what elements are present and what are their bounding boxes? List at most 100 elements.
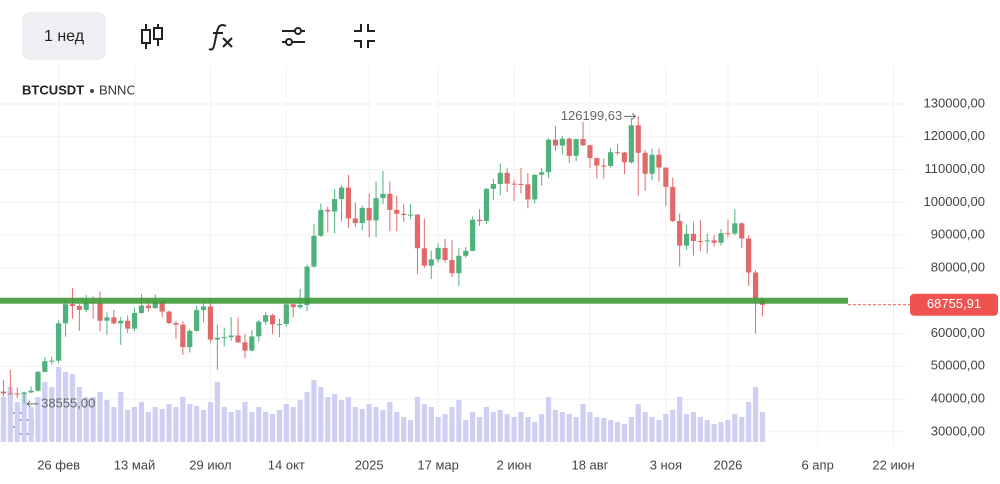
volume-bar <box>573 417 579 442</box>
volume-bar <box>490 412 496 442</box>
volume-bar <box>525 417 531 442</box>
low-annotation: 38555,00 <box>41 395 95 410</box>
candle-body <box>490 183 496 189</box>
candle-body <box>242 342 248 351</box>
x-tick-label: 14 окт <box>268 457 305 472</box>
volume-bar <box>14 402 20 442</box>
volume-bar <box>587 412 593 442</box>
candle-body <box>642 152 648 174</box>
candle-body <box>180 324 186 348</box>
candle-body <box>42 361 48 372</box>
candle-body <box>387 193 393 210</box>
candle-body <box>683 233 690 246</box>
candle-body <box>297 304 303 308</box>
volume-bar <box>463 420 469 442</box>
candle-body <box>263 315 269 322</box>
volume-bar <box>235 410 241 442</box>
volume-bar <box>504 414 510 442</box>
x-tick-label: 2 июн <box>497 457 532 472</box>
candle-body <box>14 393 20 395</box>
y-tick-label: 60000,00 <box>931 325 985 340</box>
candle-body <box>718 233 724 243</box>
candles-icon[interactable] <box>141 24 163 49</box>
volume-bar <box>166 404 172 442</box>
candle-body <box>732 223 738 234</box>
volume-bar <box>677 397 683 442</box>
candle-body <box>442 247 448 261</box>
indicators-icon[interactable] <box>208 23 233 51</box>
y-tick-label: 100000,00 <box>924 194 985 209</box>
candle-body <box>256 321 262 337</box>
candle-body <box>456 255 462 274</box>
volume-bar <box>0 397 7 442</box>
candle-body <box>138 305 145 313</box>
candle-body <box>21 392 27 394</box>
candle-body <box>504 172 510 184</box>
separator-dot <box>90 89 94 93</box>
volume-bar <box>21 394 27 442</box>
volume-bar <box>194 406 200 442</box>
exchange: BNNC <box>99 82 136 97</box>
volume-bar <box>746 402 752 442</box>
candle-body <box>28 390 34 393</box>
candle-body <box>56 323 62 361</box>
candle-body <box>131 312 138 329</box>
settings-icon[interactable] <box>282 27 305 46</box>
volume-bar <box>449 407 455 442</box>
candle-body <box>325 209 331 212</box>
interval-label[interactable]: 1 нед <box>44 28 85 45</box>
volume-bar <box>35 397 41 442</box>
volume-bar <box>566 414 572 442</box>
y-tick-label: 80000,00 <box>931 259 985 274</box>
x-tick-label: 29 июл <box>189 457 231 472</box>
volume-bar <box>428 407 434 442</box>
candle-body <box>318 209 324 236</box>
volume-bar <box>125 410 131 442</box>
candle-body <box>332 199 338 212</box>
volume-bar <box>325 397 331 442</box>
candle-body <box>539 172 545 175</box>
volume-bar <box>407 420 414 442</box>
candle-body <box>125 320 131 329</box>
volume-bar <box>642 412 648 442</box>
volume-bar <box>690 412 697 442</box>
volume-bar <box>62 372 69 442</box>
candle-body <box>104 317 110 321</box>
candle-body <box>173 323 179 325</box>
volume-bar <box>318 387 324 442</box>
y-tick-label: 120000,00 <box>924 128 985 143</box>
candle-body <box>690 233 697 242</box>
candle-body <box>166 311 172 324</box>
volume-bar <box>601 418 607 442</box>
candle-body <box>83 301 89 310</box>
candle-body <box>366 207 372 221</box>
volume-bar <box>118 392 124 442</box>
candle-body <box>559 138 565 146</box>
candle-body <box>435 247 441 260</box>
candle-body <box>235 335 241 343</box>
candle-body <box>449 260 455 274</box>
candle-body <box>207 306 214 340</box>
candle-body <box>421 248 427 266</box>
volume-bar <box>180 397 186 442</box>
candle-body <box>518 183 524 185</box>
candle-body <box>200 306 207 311</box>
volume-bar <box>42 382 48 442</box>
candle-body <box>483 188 490 222</box>
volume-bar <box>725 420 731 442</box>
candle-body <box>394 209 400 214</box>
volume-bar <box>242 402 248 442</box>
volume-bar <box>276 410 283 442</box>
candle-body <box>159 301 165 312</box>
candle-body <box>628 125 634 163</box>
collapse-icon[interactable] <box>354 24 375 48</box>
interval-button[interactable] <box>22 12 106 60</box>
candle-body <box>97 302 103 321</box>
candle-body <box>187 330 193 348</box>
volume-bar <box>28 407 34 442</box>
y-tick-label: 130000,00 <box>924 95 985 110</box>
volume-bar <box>442 414 448 442</box>
volume-bar <box>394 412 400 442</box>
high-arrow <box>624 113 636 120</box>
candle-body <box>304 266 310 305</box>
